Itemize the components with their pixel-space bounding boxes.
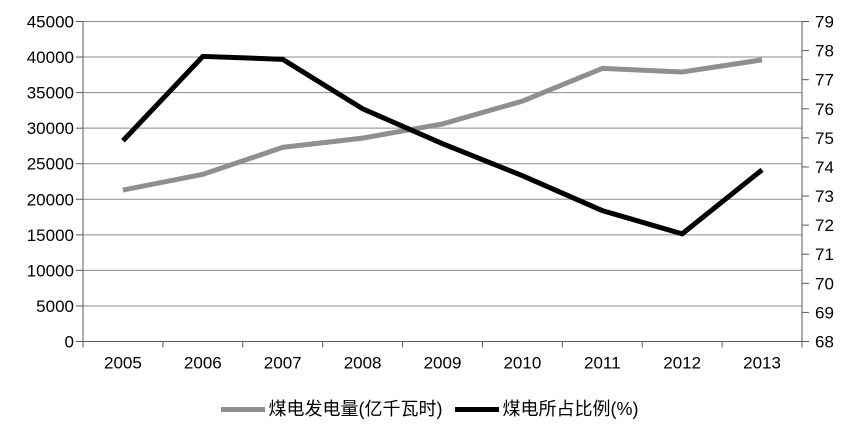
left-axis-tick-label: 45000 [27,13,74,32]
legend-line-sample-gray [220,406,265,412]
left-axis-tick-label: 0 [65,333,74,352]
left-axis-tick-label: 40000 [27,48,74,67]
right-axis-tick-label: 77 [815,71,834,90]
right-axis-tick-label: 75 [815,129,834,148]
left-axis-tick-label: 15000 [27,226,74,245]
right-axis-tick-label: 79 [815,13,834,32]
x-axis-category-label: 2007 [264,354,302,373]
series-line-coal-generation [122,57,763,193]
x-axis-category-label: 2005 [104,354,142,373]
line-chart: 0 5000 10000 15000 20000 25000 30000 35000 40000… [27,13,834,373]
legend-line-sample-black [454,406,499,412]
x-axis-category-label: 2010 [503,354,541,373]
legend-item-coal-share: 煤电所占比例(%) [454,399,639,419]
legend-label-coal-share: 煤电所占比例(%) [502,399,639,419]
right-axis-tick-label: 70 [815,274,834,293]
left-axis-tick-label: 35000 [27,84,74,103]
right-axis-tick-label: 72 [815,216,834,235]
x-axis-category-label: 2011 [584,354,621,373]
right-axis-tick-label: 69 [815,303,834,322]
legend-label-coal-generation: 煤电发电量(亿千瓦时) [268,399,443,419]
left-axis-tick-label: 5000 [36,297,74,316]
right-axis-tick-label: 73 [815,187,834,206]
left-axis-tick-label: 10000 [27,261,74,280]
x-axis-category-label: 2008 [344,354,382,373]
right-axis-tick-label: 74 [815,158,834,177]
right-axis-tick-label: 71 [815,245,834,264]
series-line-coal-share [121,53,764,237]
right-axis-tick-label: 78 [815,42,834,61]
x-axis-category-label: 2006 [184,354,222,373]
legend-item-coal-generation: 煤电发电量(亿千瓦时) [220,399,443,419]
chart-legend: 煤电发电量(亿千瓦时) 煤电所占比例(%) [0,394,859,424]
left-axis-tick-label: 30000 [27,119,74,138]
x-axis-category-label: 2012 [663,354,701,373]
x-axis-category-label: 2013 [743,354,781,373]
right-axis-tick-label: 76 [815,100,834,119]
left-axis-tick-label: 20000 [27,190,74,209]
x-axis-category-label: 2009 [424,354,462,373]
left-axis-tick-label: 25000 [27,155,74,174]
right-axis-tick-label: 68 [815,333,834,352]
